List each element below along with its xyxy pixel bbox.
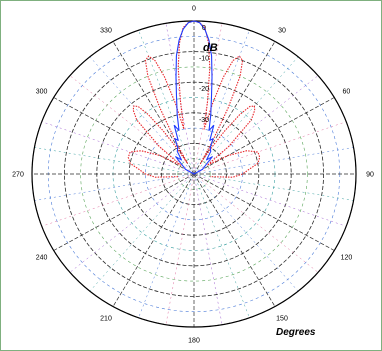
grid-spoke: [69, 75, 195, 175]
x-axis-label: Degrees: [276, 327, 316, 338]
angle-tick-label: 120: [341, 255, 353, 262]
grid-spoke: [193, 173, 347, 227]
grid-spoke: [165, 173, 195, 325]
angle-tick-label: 60: [343, 88, 351, 95]
grid-spoke: [193, 41, 276, 175]
grid-spoke: [41, 121, 195, 175]
radial-tick-label: -30: [199, 117, 209, 124]
grid-spoke: [193, 173, 299, 292]
grid-spoke: [193, 173, 276, 307]
grid-spoke: [138, 173, 195, 318]
radial-unit-label: dB: [203, 42, 218, 54]
grid-spoke: [193, 173, 250, 318]
grid-spoke: [193, 56, 299, 175]
grid-spoke: [193, 30, 250, 175]
angle-tick-label: 150: [276, 315, 288, 322]
series-line: [127, 20, 261, 178]
radial-tick-label: -10: [199, 56, 209, 63]
grid-spoke: [138, 30, 195, 175]
grid-spoke: [89, 173, 195, 292]
grid-spoke: [112, 41, 195, 175]
grid-spoke: [34, 147, 195, 175]
series-layer: [127, 20, 261, 178]
grid-spoke: [193, 121, 347, 175]
grid-spoke: [53, 173, 195, 251]
grid-spoke: [53, 97, 195, 175]
grid-spoke: [193, 173, 335, 251]
angle-tick-label: 0: [192, 5, 196, 12]
grid-spoke: [89, 56, 195, 175]
series-line: [173, 20, 215, 175]
radial-tick-label: -20: [199, 86, 209, 93]
label-layer: 0 30 60 90 120 150 180 210 240 270 300 330 0 -10 -20 -3…: [12, 5, 374, 344]
grid-spoke: [34, 173, 195, 201]
angle-tick-label: 210: [100, 315, 112, 322]
grid-spoke: [112, 173, 195, 307]
angle-tick-label: 300: [36, 88, 48, 95]
angle-tick-label: 330: [100, 28, 112, 35]
grid-spoke: [193, 147, 354, 175]
grid-spoke: [69, 173, 195, 273]
grid-spoke: [41, 173, 195, 227]
grid-spoke: [193, 173, 223, 325]
angle-tick-label: 240: [36, 255, 48, 262]
grid-ring: [80, 66, 308, 282]
grid-spoke: [193, 75, 319, 175]
radial-tick-label: 0: [202, 25, 206, 32]
angle-tick-label: 90: [366, 172, 374, 179]
grid-spoke: [193, 173, 354, 201]
angle-tick-label: 180: [188, 338, 200, 345]
angle-tick-label: 270: [12, 172, 24, 179]
grid-spoke: [193, 97, 335, 175]
grid-spoke: [193, 173, 319, 273]
grid-spoke: [193, 23, 223, 175]
angle-tick-label: 30: [278, 28, 286, 35]
